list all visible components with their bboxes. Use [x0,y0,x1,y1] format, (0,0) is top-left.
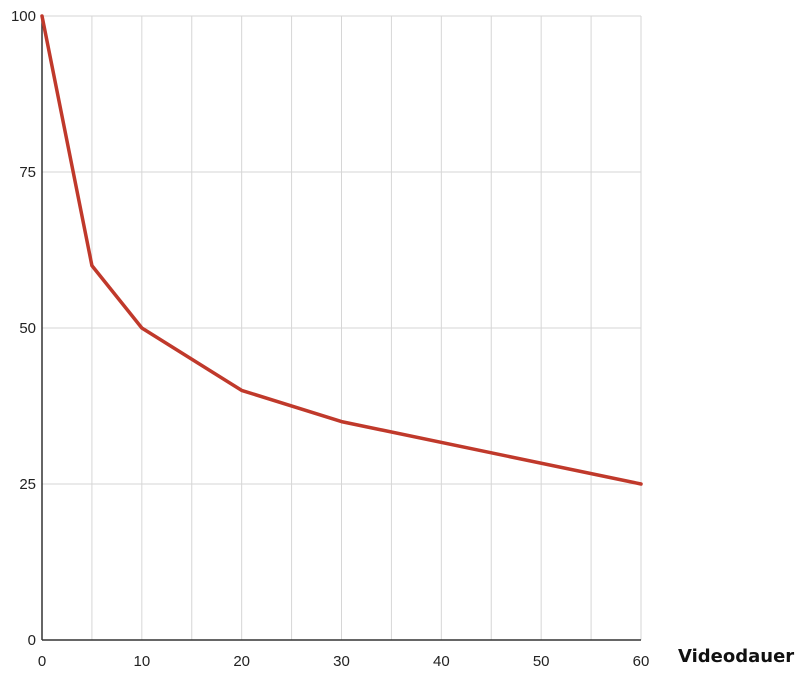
series-line [40,14,643,486]
x-tick-label: 50 [533,653,550,670]
x-axis-title: Videodauer [678,646,794,667]
gridlines [42,15,642,640]
y-tick-label: 50 [19,320,36,337]
x-tick-label: 40 [433,653,450,670]
x-tick-label: 60 [633,653,650,670]
y-tick-label: 75 [19,164,36,181]
x-tick-label: 20 [233,653,250,670]
tick-labels: 0 10 20 30 40 50 60 0 25 50 75 100 [11,8,649,670]
x-tick-label: 30 [333,653,350,670]
y-tick-label: 100 [11,8,36,25]
axes [41,16,641,641]
y-tick-label: 25 [19,476,36,493]
y-tick-label: 0 [28,632,36,649]
x-tick-label: 10 [133,653,150,670]
series-lines [40,14,643,486]
x-tick-label: 0 [38,653,46,670]
